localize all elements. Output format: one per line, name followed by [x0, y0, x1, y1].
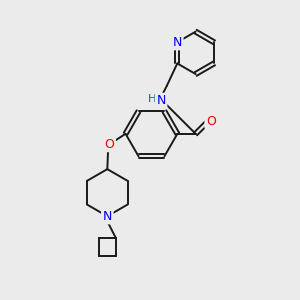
Text: O: O — [206, 115, 216, 128]
Text: N: N — [156, 94, 166, 107]
Text: N: N — [103, 210, 112, 223]
Text: O: O — [104, 138, 114, 151]
Text: N: N — [172, 36, 182, 49]
Text: H: H — [148, 94, 156, 104]
